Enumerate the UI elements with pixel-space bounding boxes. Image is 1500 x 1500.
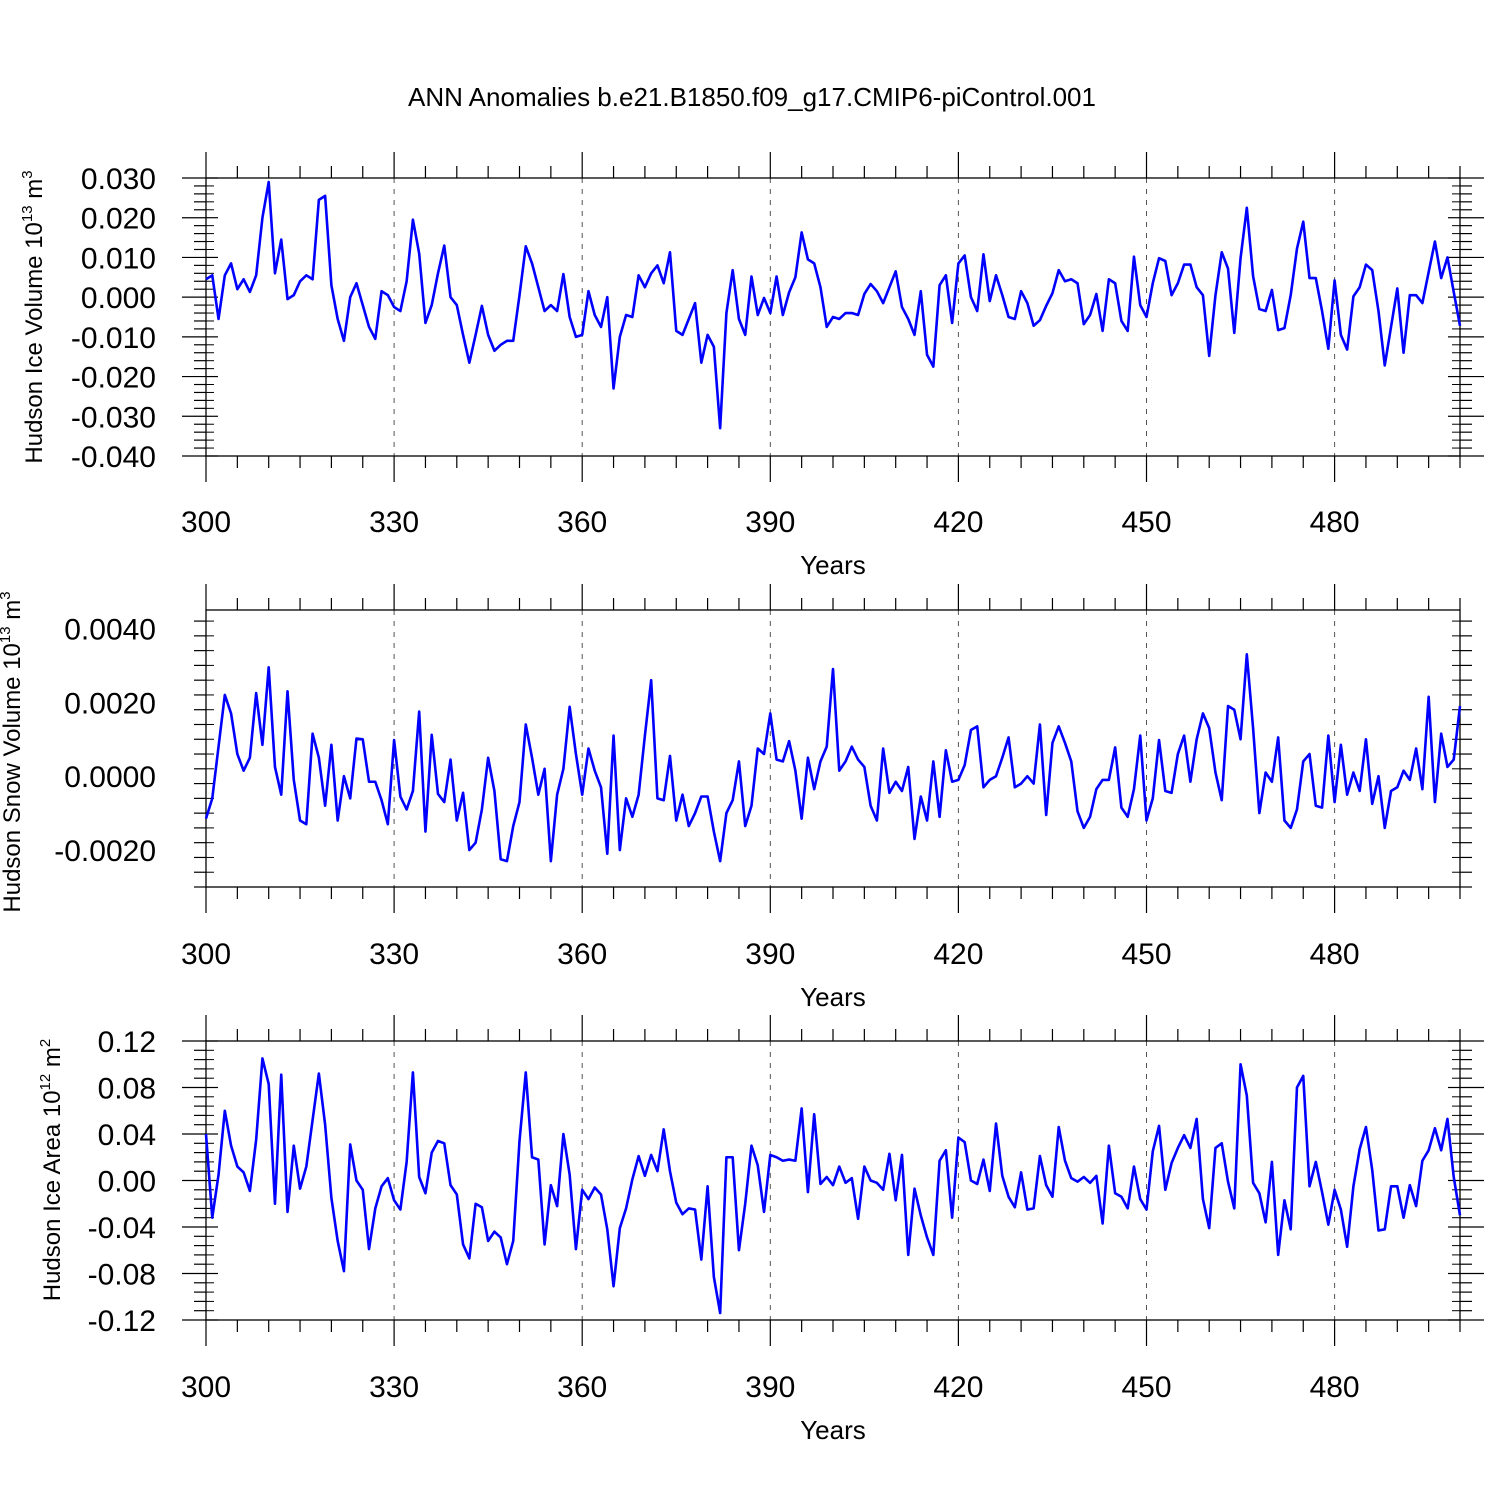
x-tick-label: 300 xyxy=(181,1371,231,1404)
x-tick-label: 360 xyxy=(557,1371,607,1404)
y-tick-label: -0.12 xyxy=(88,1305,156,1338)
x-axis-title: Years xyxy=(800,982,866,1012)
x-tick-label: 360 xyxy=(557,506,607,539)
y-tick-label: 0.020 xyxy=(81,203,156,236)
y-tick-label: 0.12 xyxy=(98,1026,156,1059)
y-tick-label: -0.040 xyxy=(71,441,156,474)
x-tick-label: 390 xyxy=(745,938,795,971)
y-axis-title: Hudson Ice Volume 1013 m3 xyxy=(19,170,48,463)
x-axis-title: Years xyxy=(800,550,866,580)
x-tick-label: 420 xyxy=(933,938,983,971)
series-line-ice-area xyxy=(204,1057,1462,1315)
y-tick-label: -0.020 xyxy=(71,362,156,395)
x-axis-title: Years xyxy=(800,1415,866,1445)
y-tick-label: 0.0020 xyxy=(64,687,156,720)
y-tick-label: 0.0000 xyxy=(64,761,156,794)
y-tick-label: -0.030 xyxy=(71,401,156,434)
x-tick-label: 360 xyxy=(557,938,607,971)
panels: -0.040 -0.030 -0.020 -0.010 0.000 0.010 0.020 0… xyxy=(0,152,1484,1445)
series-line-snow-volume xyxy=(204,653,1462,863)
y-axis-title: Hudson Ice Area 1012 m2 xyxy=(37,1039,66,1302)
y-tick-label: 0.000 xyxy=(81,282,156,315)
y-axis-title: Hudson Snow Volume 1013 m3 xyxy=(0,591,26,912)
y-tick-label: 0.0040 xyxy=(64,613,156,646)
x-tick-label: 300 xyxy=(181,506,231,539)
x-tick-label: 450 xyxy=(1121,506,1171,539)
panel-ice-volume: -0.040 -0.030 -0.020 -0.010 0.000 0.010 0.020 0… xyxy=(19,152,1484,580)
y-tick-label: 0.04 xyxy=(98,1119,156,1152)
y-tick-label: 0.010 xyxy=(81,242,156,275)
y-tick-label: 0.030 xyxy=(81,163,156,196)
panel-ice-area: -0.12 -0.08 -0.04 0.00 0.04 0.08 0.12 300 330 360… xyxy=(37,1015,1484,1445)
x-tick-label: 420 xyxy=(933,506,983,539)
y-tick-label: -0.0020 xyxy=(54,835,156,868)
x-tick-label: 390 xyxy=(745,506,795,539)
x-tick-label: 450 xyxy=(1121,938,1171,971)
series-line-ice-volume xyxy=(205,180,1462,430)
y-tick-label: -0.08 xyxy=(88,1259,156,1292)
x-tick-label: 330 xyxy=(369,938,419,971)
x-tick-label: 480 xyxy=(1310,506,1360,539)
x-tick-label: 300 xyxy=(181,938,231,971)
y-tick-label: 0.00 xyxy=(98,1166,156,1199)
y-tick-label: -0.010 xyxy=(71,322,156,355)
x-tick-label: 480 xyxy=(1310,938,1360,971)
chart-title: ANN Anomalies b.e21.B1850.f09_g17.CMIP6-… xyxy=(408,82,1096,112)
x-tick-label: 480 xyxy=(1310,1371,1360,1404)
x-tick-label: 450 xyxy=(1121,1371,1171,1404)
x-tick-label: 390 xyxy=(745,1371,795,1404)
x-tick-label: 330 xyxy=(369,506,419,539)
x-tick-label: 330 xyxy=(369,1371,419,1404)
panel-snow-volume: -0.0020 0.0000 0.0020 0.0040 300 330 360 390 420… xyxy=(0,584,1472,1012)
y-tick-label: -0.04 xyxy=(88,1212,156,1245)
y-tick-label: 0.08 xyxy=(98,1073,156,1106)
x-tick-label: 420 xyxy=(933,1371,983,1404)
